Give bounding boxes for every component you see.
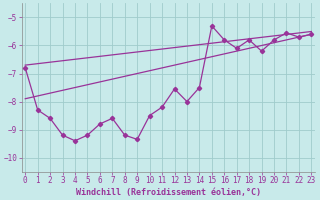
X-axis label: Windchill (Refroidissement éolien,°C): Windchill (Refroidissement éolien,°C) <box>76 188 261 197</box>
